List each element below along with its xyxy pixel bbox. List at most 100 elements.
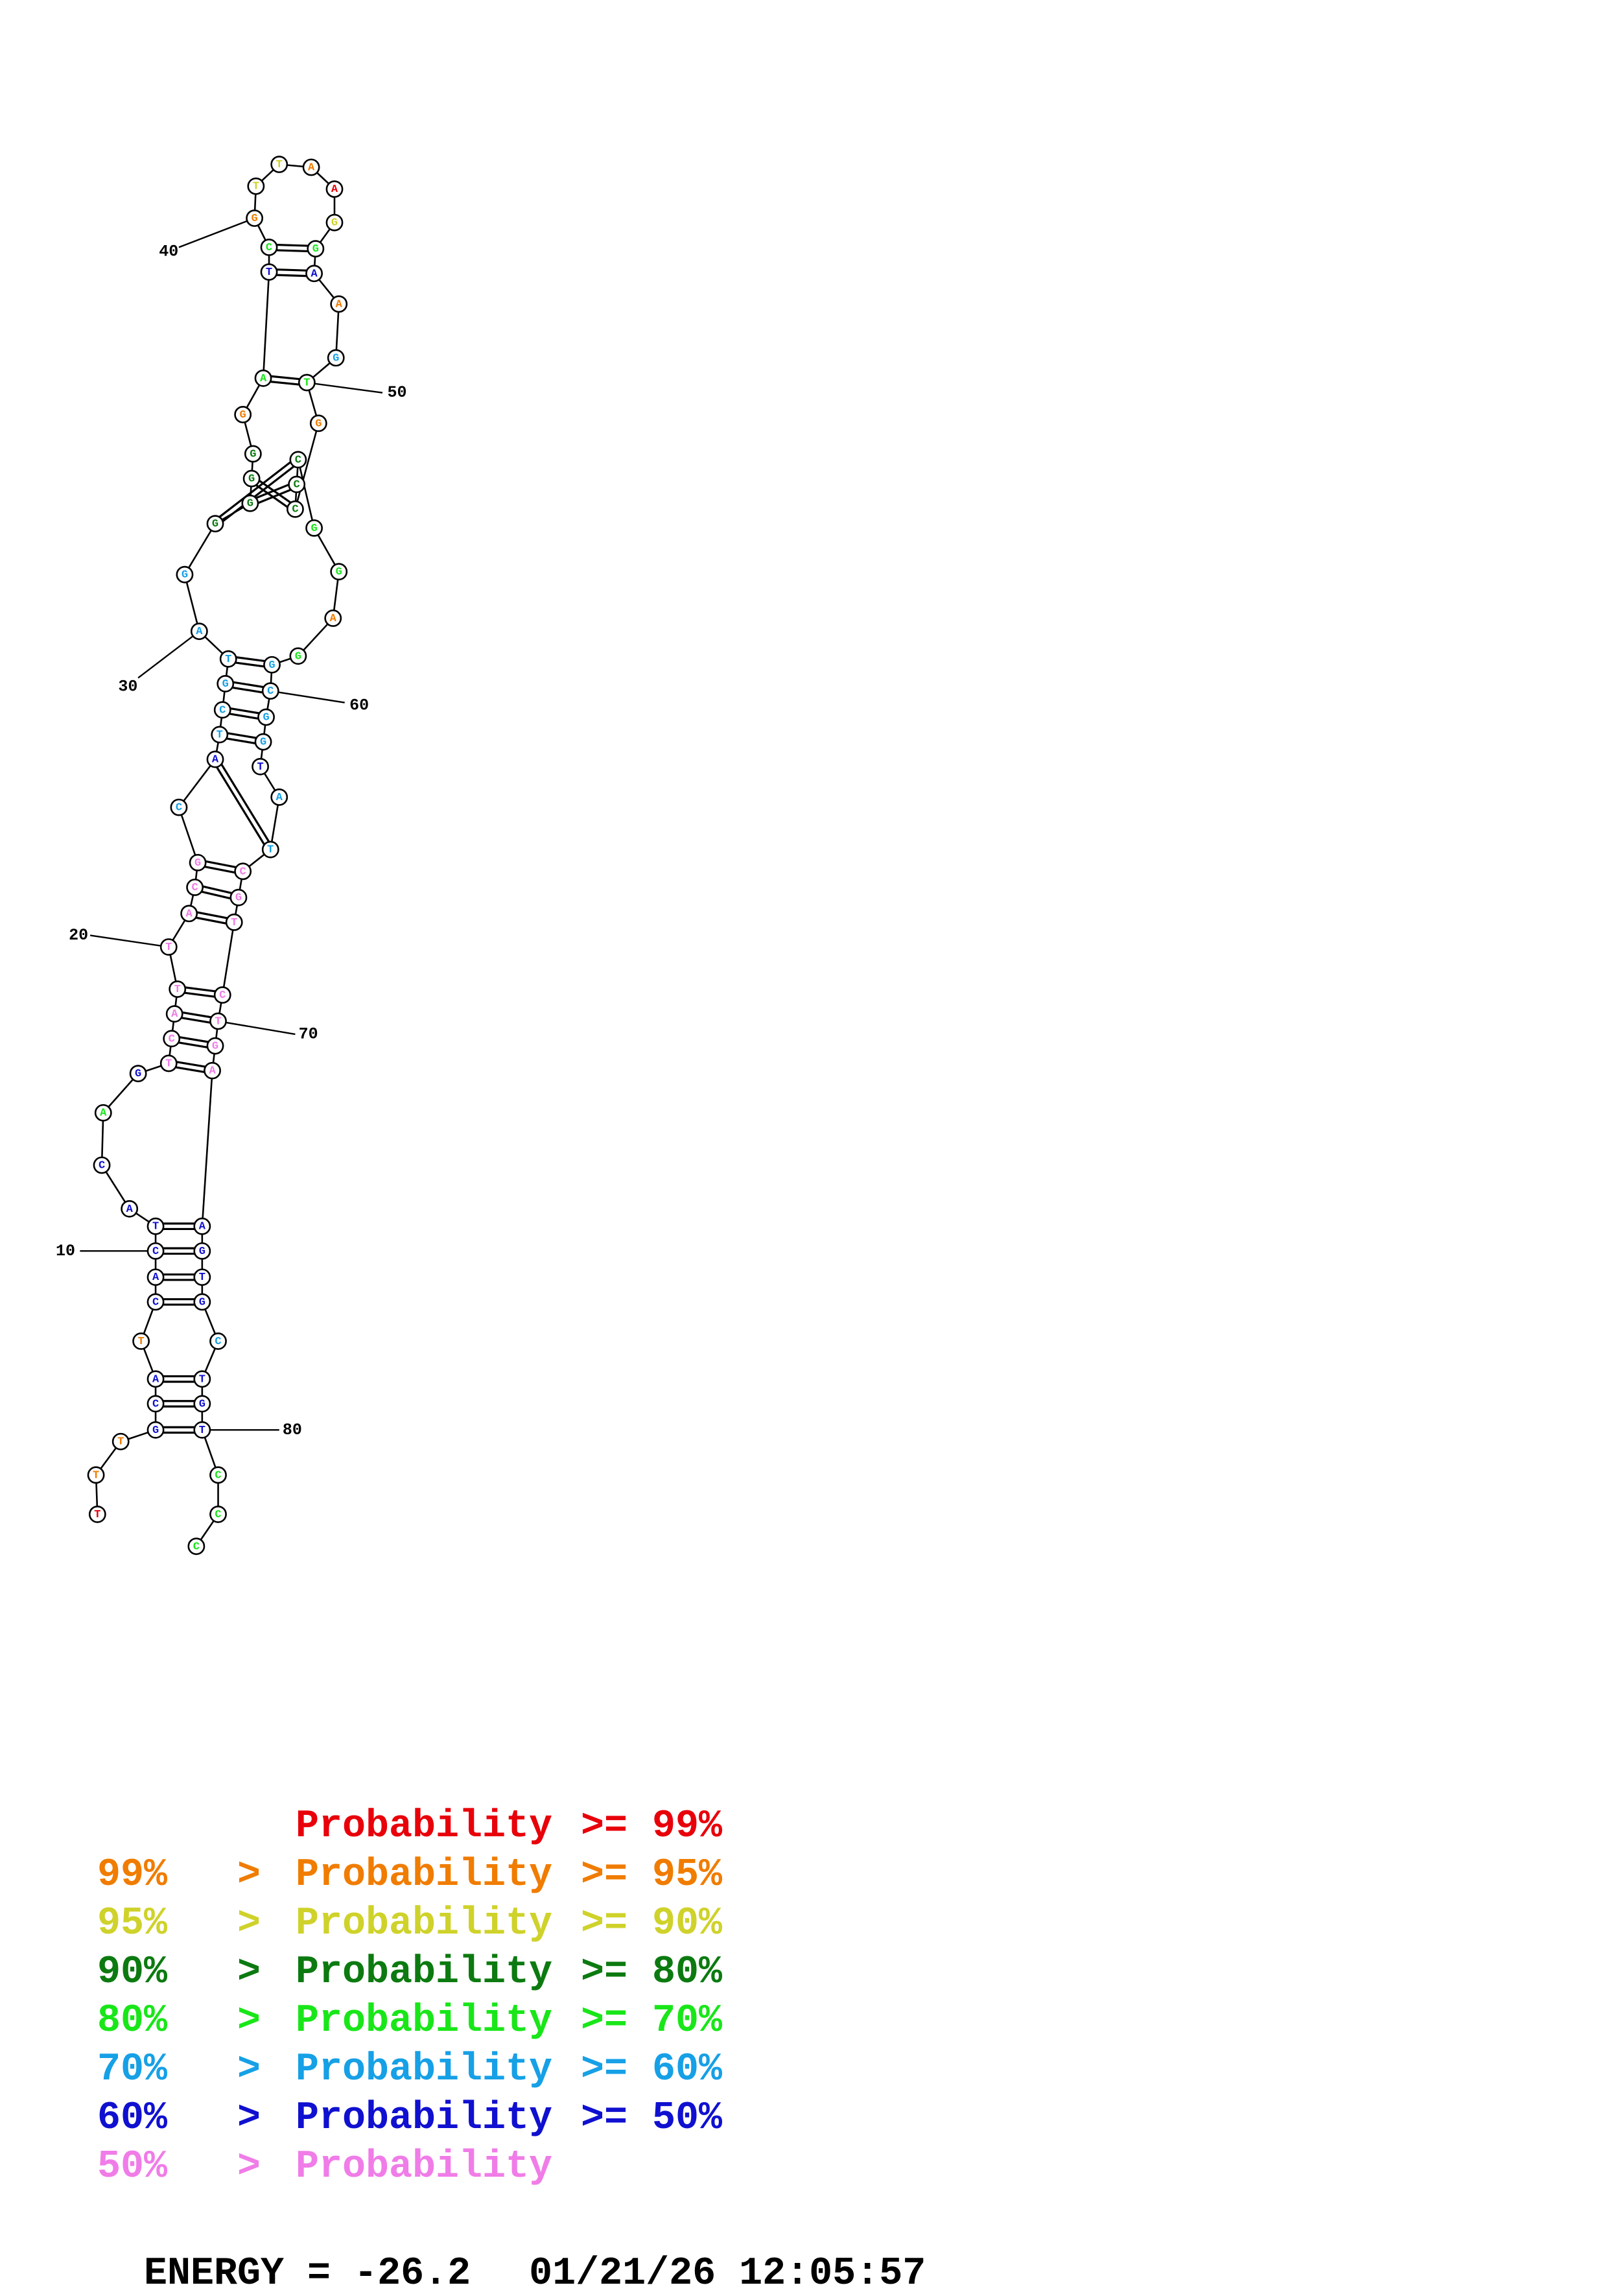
nucleotide: G <box>206 515 224 533</box>
nucleotide-letter: T <box>266 266 272 279</box>
nucleotide-letter: A <box>311 268 318 280</box>
nucleotide-circle <box>330 563 348 581</box>
legend-operator: >= <box>581 2096 628 2140</box>
nucleotide-circle <box>242 469 261 488</box>
nucleotide: A <box>305 265 323 283</box>
backbone-segment <box>102 1072 139 1114</box>
nucleotide-circle <box>147 1217 165 1235</box>
nucleotide-letter: C <box>152 1296 159 1308</box>
nucleotide: G <box>263 656 281 674</box>
nucleotide-letter: G <box>268 659 275 672</box>
nucleotide-circle <box>206 1037 224 1055</box>
nucleotide-letter: C <box>294 479 300 491</box>
nucleotide: A <box>147 1370 165 1388</box>
nucleotide-letter: T <box>165 941 172 954</box>
nucleotide: A <box>147 1268 165 1286</box>
nucleotide-circle <box>204 1061 221 1080</box>
nucleotide-circle <box>261 840 279 858</box>
nucleotide: A <box>324 610 342 627</box>
nucleotide: C <box>147 1293 165 1311</box>
nucleotide: C <box>287 500 304 518</box>
nucleotide-circle <box>193 1217 211 1235</box>
nucleotide-letter: T <box>199 1272 205 1284</box>
nucleotide-letter: T <box>253 181 259 193</box>
legend-row: 80% > Probability >= 70% <box>97 1997 722 2046</box>
nucleotide: T <box>261 840 279 858</box>
nucleotide-letter: T <box>94 1509 100 1521</box>
nucleotide-circle <box>288 475 306 493</box>
position-label: 40 <box>159 243 178 261</box>
nucleotide-circle <box>270 156 288 173</box>
backbone-segment <box>294 423 320 510</box>
nucleotide: T <box>252 757 269 775</box>
legend-row: 90% > Probability >= 80% <box>97 1948 722 1997</box>
nucleotide-letter: C <box>215 1336 221 1348</box>
position-label: 50 <box>387 383 406 402</box>
legend-operator: >= <box>581 1805 628 1849</box>
nucleotide-circle <box>190 622 208 641</box>
backbone-segment <box>334 303 340 358</box>
nucleotide-circle <box>234 405 252 423</box>
nucleotide-letter: C <box>215 1509 221 1521</box>
legend-upper-bound: 95% <box>652 1853 723 1897</box>
nucleotide-circle <box>147 1395 165 1413</box>
nucleotide-circle <box>209 1332 227 1350</box>
nucleotide: T <box>169 980 187 998</box>
nucleotide: C <box>147 1395 165 1413</box>
nucleotide-letter: G <box>331 217 338 230</box>
nucleotide: A <box>190 622 208 641</box>
nucleotide: C <box>288 475 306 493</box>
nucleotide: C <box>209 1332 227 1350</box>
nucleotide: C <box>261 682 279 700</box>
nucleotide: T <box>132 1332 150 1350</box>
nucleotide: T <box>88 1506 106 1523</box>
legend-row: 95% > Probability >= 90% <box>97 1900 722 1948</box>
backbone-segment <box>183 523 217 575</box>
nucleotide-letter: C <box>215 1469 221 1482</box>
nucleotide-circle <box>176 565 194 584</box>
nucleotide-letter: G <box>182 569 188 582</box>
nucleotide: G <box>289 647 307 665</box>
legend-probability-word: Probability <box>296 2048 553 2092</box>
nucleotide: T <box>159 1054 178 1072</box>
nucleotide-letter: T <box>199 1425 205 1437</box>
nucleotide-letter: G <box>240 409 246 421</box>
nucleotide-circle <box>159 938 178 956</box>
nucleotide: T <box>193 1370 211 1388</box>
legend-row: 50% > Probability <box>97 2143 722 2192</box>
nucleotide-circle <box>193 1370 211 1388</box>
nucleotide-circle <box>187 1537 205 1556</box>
legend-operator: >= <box>581 1853 628 1897</box>
nucleotide: G <box>176 565 194 584</box>
base-pair-line <box>249 480 294 512</box>
nucleotide-circle <box>217 675 235 692</box>
nucleotide-letter: T <box>276 159 283 171</box>
legend-probability-word: Probability <box>296 1950 553 1994</box>
base-pair-line <box>212 760 270 852</box>
legend-row: 99% > Probability >= 95% <box>97 1851 722 1900</box>
nucleotide-letter: C <box>267 685 274 698</box>
legend-probability-word: Probability <box>296 2145 553 2189</box>
nucleotide: G <box>244 445 262 463</box>
nucleotide-circle <box>307 240 325 258</box>
nucleotide: G <box>330 563 348 581</box>
nucleotide-letter: A <box>330 613 337 625</box>
nucleotide-letter: G <box>260 737 266 749</box>
legend-probability-word: Probability <box>296 1853 553 1897</box>
position-label-line <box>89 934 169 948</box>
nucleotide-circle <box>257 708 275 726</box>
nucleotide: A <box>325 180 344 198</box>
probability-legend: Probability >= 99% 99% > Probability >= 95% 95% >… <box>97 1803 722 2192</box>
nucleotide-circle <box>289 647 307 665</box>
nucleotide: C <box>213 701 231 719</box>
run-time: 12:05:57 <box>739 2252 926 2296</box>
nucleotide-circle <box>88 1506 106 1523</box>
nucleotide-circle <box>111 1432 130 1450</box>
position-label-line <box>178 217 255 248</box>
nucleotide-letter: G <box>248 473 255 486</box>
nucleotide: A <box>121 1200 139 1218</box>
nucleotide: T <box>219 650 237 668</box>
nucleotide: G <box>206 1037 224 1055</box>
nucleotide: C <box>209 1506 227 1523</box>
